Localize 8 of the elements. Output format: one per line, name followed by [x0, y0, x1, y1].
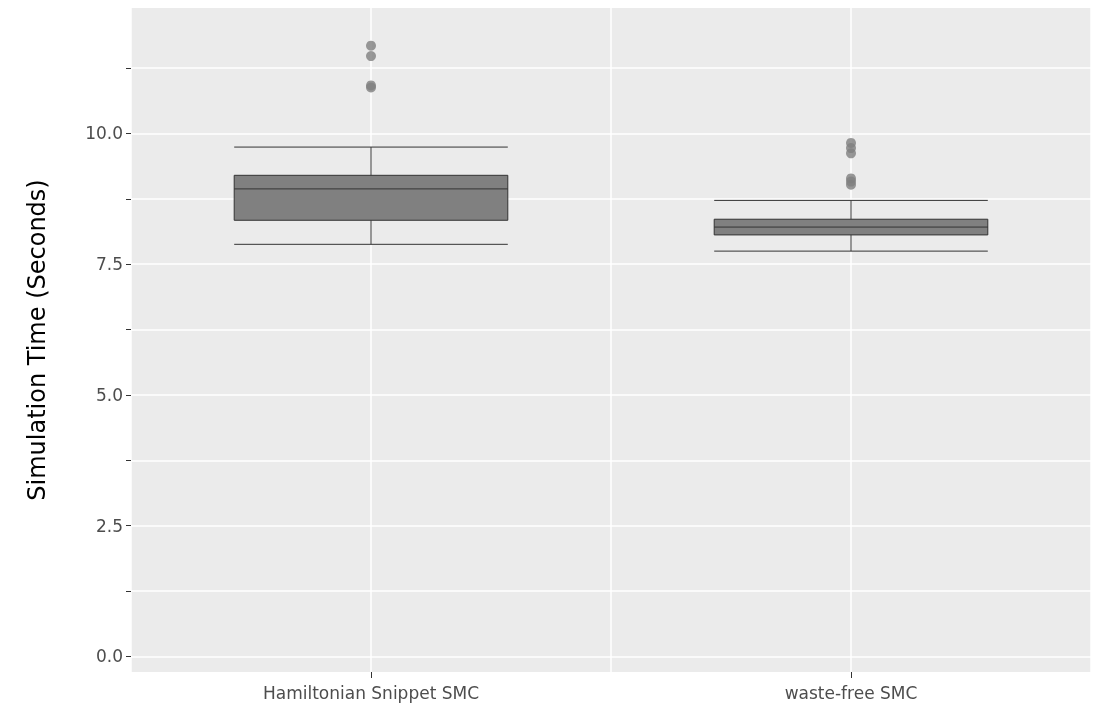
x-tick-label: Hamiltonian Snippet SMC [262, 682, 480, 703]
y-tick-label: 7.5 [95, 254, 123, 275]
y-tick-label: 10.0 [85, 123, 123, 144]
y-axis-title: Simulation Time (Seconds) [23, 179, 51, 501]
y-tick-label: 5.0 [95, 384, 123, 405]
x-tick-label: waste-free SMC [784, 682, 918, 703]
y-tick-label: 2.5 [95, 515, 123, 536]
y-tick-label: 0.0 [95, 646, 123, 667]
